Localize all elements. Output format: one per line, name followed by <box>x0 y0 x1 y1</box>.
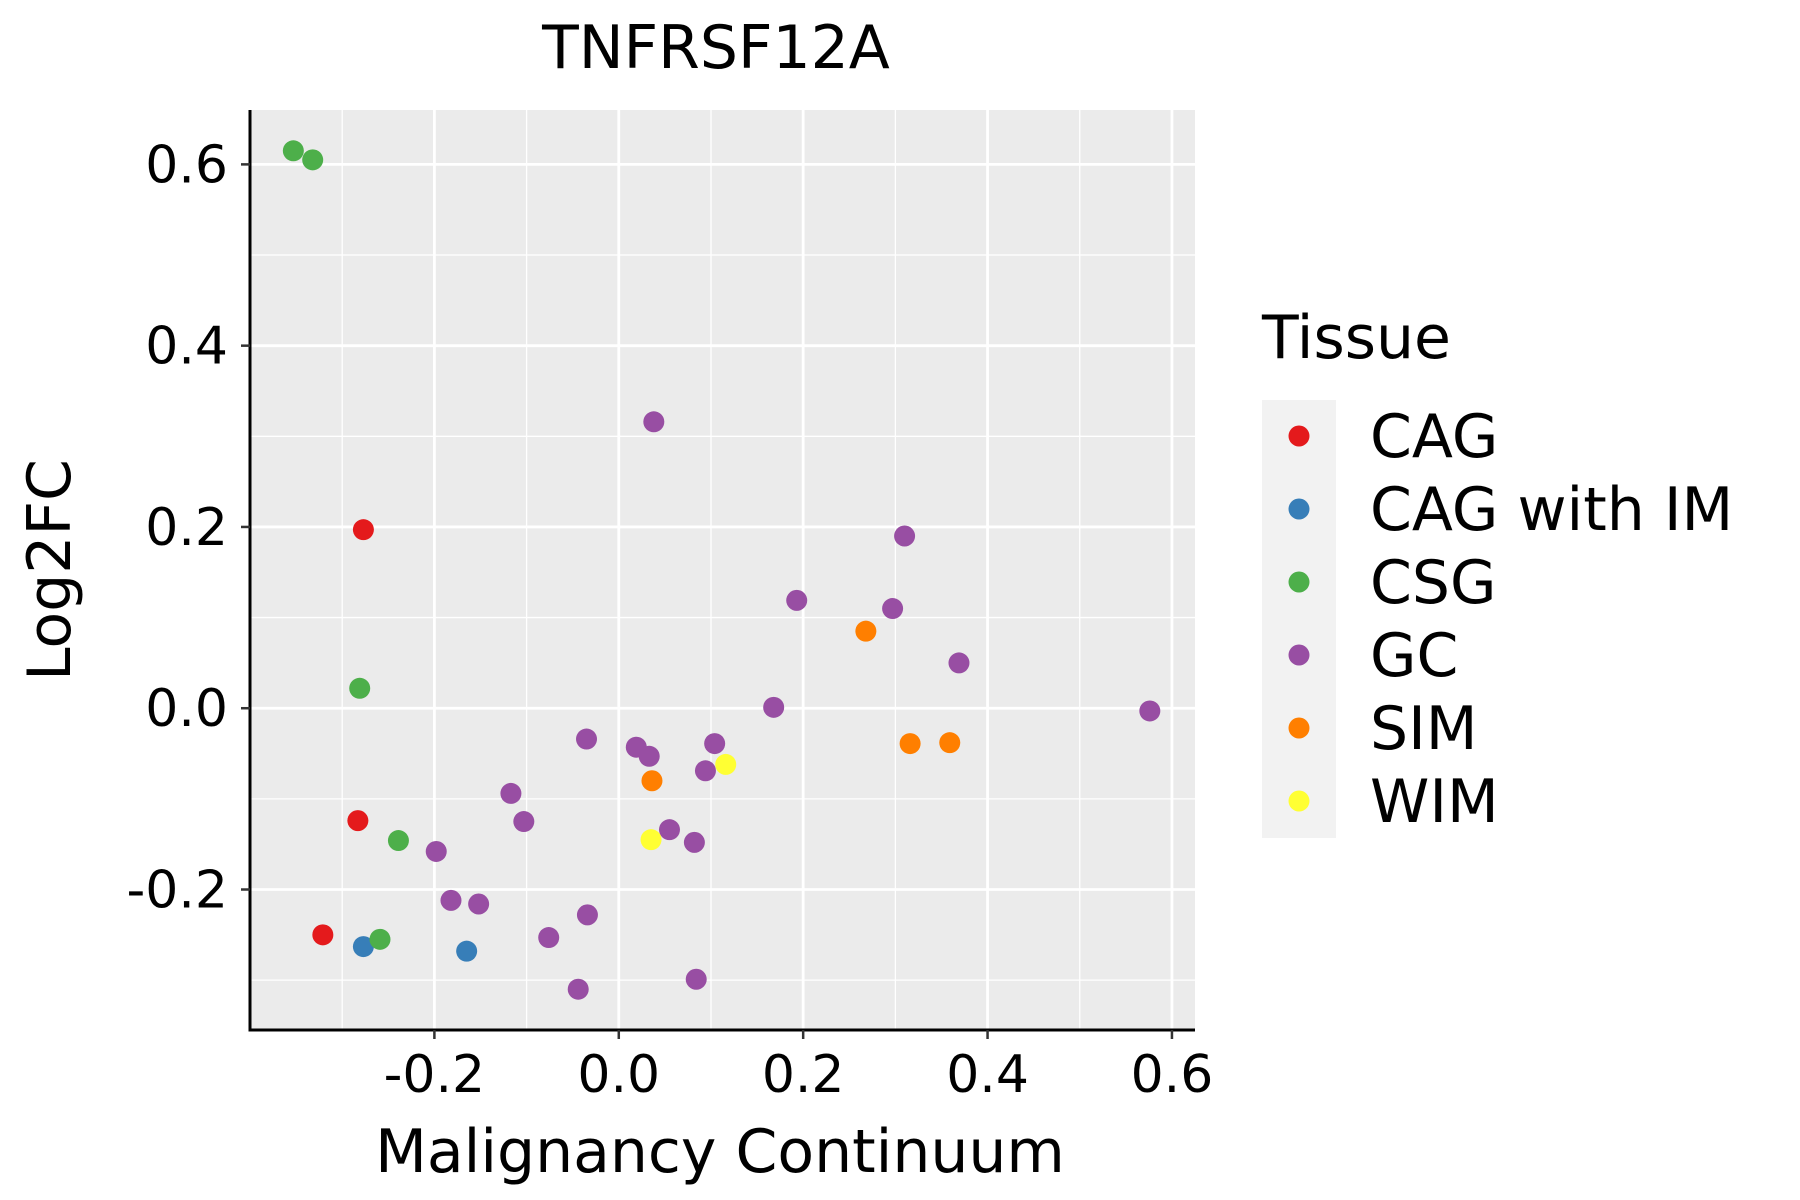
point-csg <box>387 830 409 852</box>
legend-key-background <box>1262 400 1336 838</box>
legend-key-cag <box>1288 425 1310 447</box>
point-gc <box>894 525 916 547</box>
point-cag <box>352 519 374 541</box>
legend-label-csg: CSG <box>1370 548 1496 618</box>
point-gc <box>658 819 680 841</box>
point-sim <box>939 732 961 754</box>
plot-panel <box>250 110 1195 1030</box>
point-cag-with-im <box>352 936 374 958</box>
point-sim <box>641 770 663 792</box>
point-csg <box>369 928 391 950</box>
point-gc <box>1139 700 1161 722</box>
point-gc <box>786 589 808 611</box>
point-gc <box>576 904 598 926</box>
legend-key-gc <box>1288 644 1310 666</box>
point-gc <box>440 889 462 911</box>
minor-gridlines <box>250 110 1195 1030</box>
legend-key-wim <box>1288 790 1310 812</box>
point-gc <box>694 760 716 782</box>
x-tick-label: 0.2 <box>762 1045 845 1105</box>
point-gc <box>567 978 589 1000</box>
y-axis-ticks: -0.2 0.0 0.2 0.4 0.6 <box>127 135 250 921</box>
point-cag <box>312 924 334 946</box>
x-axis-title: Malignancy Continuum <box>375 1117 1065 1187</box>
point-csg <box>349 677 371 699</box>
point-sim <box>855 620 877 642</box>
point-gc <box>538 927 560 949</box>
y-axis-title: Log2FC <box>15 459 85 681</box>
point-gc <box>948 652 970 674</box>
y-tick-label: 0.4 <box>145 317 228 377</box>
y-tick-label: -0.2 <box>127 861 228 921</box>
legend-title: Tissue <box>1261 303 1451 373</box>
point-gc <box>513 811 535 833</box>
point-cag <box>347 810 369 832</box>
point-gc <box>643 411 665 433</box>
legend-key-cag-with-im <box>1288 498 1310 520</box>
major-gridlines <box>250 110 1195 1030</box>
point-cag-with-im <box>456 940 478 962</box>
point-gc <box>882 598 904 620</box>
point-gc <box>704 733 726 755</box>
y-tick-label: 0.2 <box>145 498 228 558</box>
point-csg <box>282 140 304 162</box>
point-gc <box>425 840 447 862</box>
x-tick-label: -0.2 <box>384 1045 485 1105</box>
legend-label-gc: GC <box>1370 621 1458 691</box>
point-gc <box>500 782 522 804</box>
x-tick-label: 0.6 <box>1131 1045 1214 1105</box>
point-gc <box>683 831 705 853</box>
point-gc <box>638 745 660 767</box>
legend-label-cag: CAG <box>1370 402 1498 472</box>
point-wim <box>640 829 662 851</box>
point-gc <box>685 968 707 990</box>
x-axis-ticks: -0.2 0.0 0.2 0.4 0.6 <box>384 1030 1214 1105</box>
legend-label-sim: SIM <box>1370 694 1478 764</box>
point-sim <box>899 733 921 755</box>
y-tick-label: 0.0 <box>145 679 228 739</box>
y-tick-label: 0.6 <box>145 135 228 195</box>
point-wim <box>715 753 737 775</box>
legend-label-wim: WIM <box>1370 767 1499 837</box>
legend-key-csg <box>1288 571 1310 593</box>
legend-label-cag-with-im: CAG with IM <box>1370 475 1733 545</box>
legend-key-sim <box>1288 717 1310 739</box>
x-tick-label: 0.0 <box>577 1045 660 1105</box>
x-tick-label: 0.4 <box>946 1045 1029 1105</box>
point-gc <box>468 893 490 915</box>
point-gc <box>763 696 785 718</box>
point-gc <box>576 728 598 750</box>
point-csg <box>302 149 324 171</box>
chart-title: TNFRSF12A <box>541 13 890 83</box>
data-points <box>282 140 1161 1000</box>
